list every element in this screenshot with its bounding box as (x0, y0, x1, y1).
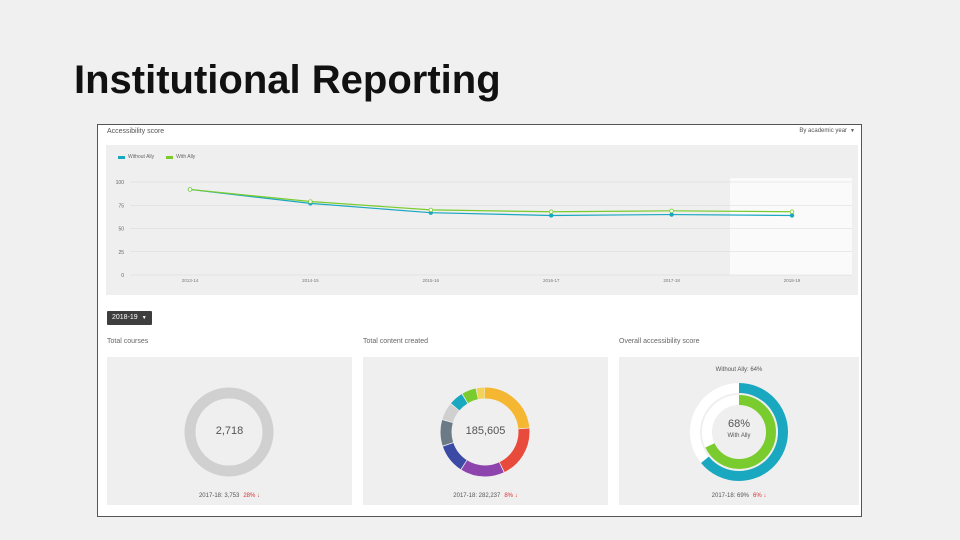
score-center-sub: With Ally (727, 433, 751, 439)
year-filter-dropdown[interactable]: By academic year ▼ (799, 128, 855, 134)
card-overall-score: Without Ally: 64% 68% With Ally 2017-18:… (619, 357, 859, 505)
score-donut (690, 383, 788, 481)
courses-donut (184, 387, 274, 477)
card-label-score: Overall accessibility score (619, 338, 700, 345)
content-center-value: 185,605 (465, 425, 506, 437)
score-footer-delta: 6% ↓ (753, 493, 767, 499)
y-tick-label: 25 (118, 250, 124, 256)
data-point (789, 209, 795, 214)
score-ring-without-ally (690, 383, 788, 481)
data-point (789, 213, 795, 218)
accessibility-chart: Without Ally With Ally 100 75 50 25 0 2013-14… (106, 145, 858, 295)
data-point (669, 208, 674, 214)
content-footer-delta: 8% ↓ (504, 493, 518, 499)
y-tick-label: 75 (118, 203, 124, 209)
x-tick-label: 2017-18 (663, 278, 680, 283)
term-button-label: 2018-19 (112, 314, 138, 321)
content-donut (440, 387, 530, 477)
series-line-with-ally (189, 188, 793, 213)
legend-label-without: Without Ally (128, 154, 155, 160)
chart-legend: Without Ally With Ally (118, 154, 195, 160)
y-tick-label: 50 (118, 227, 124, 233)
x-tick-label: 2014-15 (302, 278, 319, 283)
card-total-content: 185,605 2017-18: 282,237 8% ↓ (363, 357, 608, 505)
courses-footer-delta: 28% ↓ (243, 493, 261, 499)
content-segment-0 (440, 387, 530, 477)
content-segment-1 (440, 387, 530, 477)
x-tick-label: 2015-16 (423, 278, 440, 283)
data-point (308, 199, 313, 204)
courses-ring (184, 387, 274, 477)
content-footer-prev: 2017-18: 282,237 (453, 493, 501, 499)
y-tick-label: 0 (121, 273, 124, 279)
content-footer: 2017-18: 282,237 8% ↓ (363, 493, 608, 499)
data-point (549, 209, 554, 214)
current-year-highlight (730, 178, 852, 275)
accessibility-panel: Accessibility score By academic year ▼ Wi… (97, 124, 862, 517)
card-label-courses: Total courses (107, 338, 149, 345)
score-without-caption: Without Ally: 64% (715, 367, 763, 373)
data-point (549, 213, 554, 218)
x-tick-label: 2016-17 (543, 278, 560, 283)
courses-footer-prev: 2017-18: 3,753 (198, 493, 240, 499)
slide-title: Institutional Reporting (74, 58, 501, 102)
x-tick-label: 2018-19 (784, 278, 801, 283)
legend-swatch-without (118, 155, 125, 159)
content-segment-4 (440, 387, 530, 477)
score-center-value: 68% (727, 418, 751, 430)
data-point (187, 187, 193, 192)
y-tick-label: 100 (116, 180, 125, 186)
score-ring-with-ally (702, 395, 776, 469)
legend-item-with-ally[interactable]: With Ally (166, 154, 195, 160)
legend-label-with: With Ally (176, 154, 196, 160)
data-point (428, 207, 433, 213)
score-footer-prev: 2017-18: 69% (711, 493, 750, 499)
x-tick-label: 2013-14 (182, 278, 199, 283)
year-filter-label: By academic year (799, 128, 848, 134)
card-label-content: Total content created (363, 338, 428, 345)
series-line-without-ally (189, 188, 793, 217)
content-segment-2 (440, 387, 530, 477)
score-footer: 2017-18: 69% 6% ↓ (619, 493, 859, 499)
chevron-down-icon: ▼ (850, 128, 855, 134)
term-dropdown-button[interactable]: 2018-19 ▼ (107, 311, 152, 325)
legend-swatch-with (166, 155, 174, 159)
line-chart-svg: 100 75 50 25 0 2013-14 2014-15 2015-16 2016-17 20… (116, 178, 852, 283)
card-total-courses: 2,718 2017-18: 3,753 28% ↓ (107, 357, 352, 505)
chevron-down-icon: ▼ (141, 315, 147, 321)
data-point (669, 212, 674, 217)
panel-title: Accessibility score (107, 128, 165, 135)
courses-center-value: 2,718 (215, 425, 244, 437)
legend-item-without-ally[interactable]: Without Ally (118, 154, 154, 160)
courses-footer: 2017-18: 3,753 28% ↓ (107, 493, 352, 499)
